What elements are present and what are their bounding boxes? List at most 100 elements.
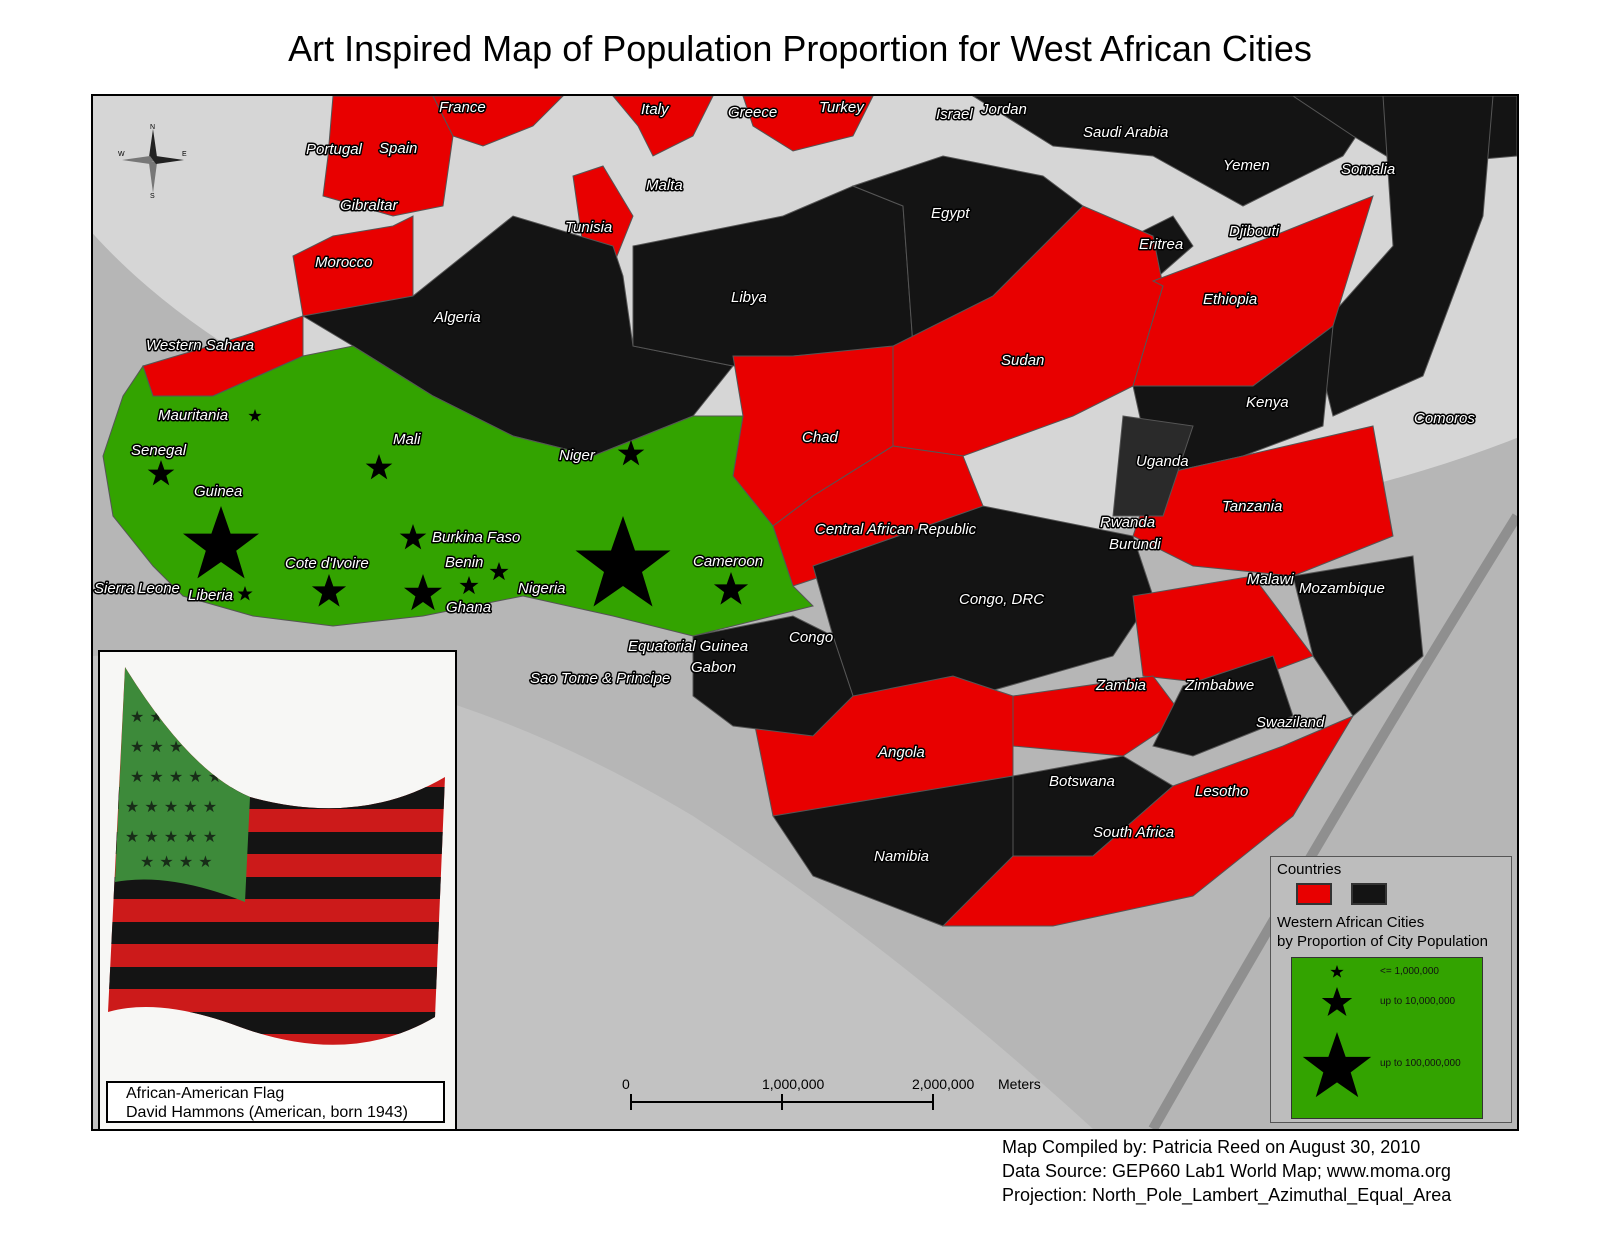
label-jordan: Jordan: [980, 101, 1027, 118]
label-zambia: Zambia: [1095, 677, 1146, 694]
label-gibraltar: Gibraltar: [340, 197, 399, 214]
label-burkina-faso: Burkina Faso: [432, 529, 520, 546]
country-greece: [742, 96, 874, 152]
city-star: [713, 572, 749, 605]
label-zimbabwe: Zimbabwe: [1184, 677, 1254, 694]
flag-inset: ★ ★ ★ ★ ★ ★ ★ ★ ★ ★ ★ ★ ★ ★ ★ ★ ★ ★ ★ ★ …: [98, 650, 457, 1131]
compass-w: W: [118, 151, 125, 158]
label-kenya: Kenya: [1246, 394, 1289, 411]
label-italy: Italy: [641, 101, 670, 118]
north-arrow-icon: N S W E: [118, 124, 187, 198]
label-central-african-republic: Central African Republic: [815, 521, 977, 538]
label-algeria: Algeria: [433, 309, 481, 326]
scale-unit: Meters: [998, 1076, 1041, 1092]
label-nigeria: Nigeria: [518, 580, 566, 597]
svg-text:★ ★ ★ ★: ★ ★ ★ ★: [130, 737, 203, 756]
label-somalia: Somalia: [1341, 161, 1395, 178]
label-chad: Chad: [802, 429, 839, 446]
label-mauritania: Mauritania: [158, 407, 228, 424]
label-south-africa: South Africa: [1093, 824, 1174, 841]
credits-projection: Projection: North_Pole_Lambert_Azimuthal…: [1002, 1185, 1452, 1205]
legend-star-small: [1330, 965, 1344, 978]
label-spain: Spain: [379, 140, 417, 157]
african-american-flag-image: ★ ★ ★ ★ ★ ★ ★ ★ ★ ★ ★ ★ ★ ★ ★ ★ ★ ★ ★ ★ …: [108, 667, 445, 1045]
label-rwanda: Rwanda: [1100, 514, 1155, 531]
label-namibia: Namibia: [874, 848, 929, 865]
city-star: [365, 454, 393, 480]
flag-caption: African-American Flag David Hammons (Ame…: [106, 1081, 445, 1123]
legend-class-large: up to 100,000,000: [1380, 1058, 1461, 1069]
graticule-curve: [1148, 513, 1517, 1129]
label-israel: Israel: [936, 106, 973, 123]
label-equatorial-guinea: Equatorial Guinea: [628, 638, 748, 655]
country-south-africa: [941, 714, 1355, 927]
legend-header: Countries: [1277, 861, 1342, 878]
country-sudan: [892, 205, 1164, 457]
label-yemen: Yemen: [1223, 157, 1270, 174]
scale-tick-0: 0: [622, 1076, 630, 1092]
label-congo: Congo: [789, 629, 833, 646]
map-credits: Map Compiled by: Patricia Reed on August…: [1002, 1135, 1451, 1207]
legend-star-medium: [1321, 987, 1353, 1016]
svg-text:★ ★ ★ ★: ★ ★ ★ ★: [140, 852, 213, 871]
label-benin: Benin: [445, 554, 483, 571]
country-somalia: [1312, 96, 1494, 417]
label-sudan: Sudan: [1001, 352, 1044, 369]
map-frame: France Italy Greece Turkey Israel Jordan…: [91, 94, 1519, 1131]
flag-caption-artist: David Hammons (American, born 1943): [126, 1104, 408, 1121]
label-uganda: Uganda: [1136, 453, 1189, 470]
map-legend: Countries Western African Cities by Prop…: [1270, 856, 1512, 1123]
label-greece: Greece: [728, 104, 777, 121]
label-portugal: Portugal: [306, 141, 363, 158]
country-malawi: [1132, 575, 1314, 687]
credits-compiled-by: Map Compiled by: Patricia Reed on August…: [1002, 1137, 1421, 1157]
legend-class-medium: up to 10,000,000: [1380, 996, 1456, 1007]
scale-line: [630, 1094, 934, 1110]
label-tunisia: Tunisia: [565, 219, 612, 236]
city-star: [147, 460, 175, 486]
compass-s: S: [150, 193, 155, 198]
label-sierra-leone: Sierra Leone: [94, 580, 180, 597]
label-ghana: Ghana: [446, 599, 491, 616]
label-djibouti: Djibouti: [1229, 223, 1280, 240]
credits-data-source: Data Source: GEP660 Lab1 World Map; www.…: [1002, 1161, 1451, 1181]
country-central-african-republic: [772, 445, 984, 587]
label-tanzania: Tanzania: [1222, 498, 1282, 515]
country-saudi-arabia: [972, 96, 1384, 207]
label-burundi: Burundi: [1109, 536, 1161, 553]
label-comoros: Comoros: [1414, 410, 1475, 427]
label-congo-drc: Congo, DRC: [959, 591, 1044, 608]
scale-tick-2: 2,000,000: [912, 1076, 975, 1092]
label-cameroon: Cameroon: [693, 553, 763, 570]
map-title: Art Inspired Map of Population Proportio…: [288, 28, 1312, 69]
city-star: [237, 586, 253, 601]
city-symbols: [147, 409, 749, 611]
legend-subtitle: Western African Cities by Proportion of …: [1277, 913, 1488, 951]
city-star: [459, 576, 479, 595]
legend-swatch-red: [1296, 883, 1332, 905]
label-mozambique: Mozambique: [1299, 580, 1385, 597]
label-malawi: Malawi: [1247, 571, 1294, 588]
label-morocco: Morocco: [315, 254, 373, 271]
city-star: [575, 516, 671, 607]
label-liberia: Liberia: [188, 587, 233, 604]
label-france: France: [439, 99, 486, 116]
label-gabon: Gabon: [691, 659, 736, 676]
city-star: [404, 574, 442, 611]
country-italy: [612, 96, 714, 157]
legend-subtitle-line1: Western African Cities: [1277, 914, 1425, 931]
label-western-sahara: Western Sahara: [146, 337, 254, 354]
svg-text:★ ★ ★ ★ ★: ★ ★ ★ ★ ★: [125, 797, 217, 816]
label-eritrea: Eritrea: [1139, 236, 1183, 253]
country-france: [432, 96, 564, 147]
svg-text:★ ★ ★ ★ ★: ★ ★ ★ ★ ★: [125, 827, 217, 846]
label-mali: Mali: [393, 431, 421, 448]
city-star: [248, 409, 262, 422]
scale-tick-1: 1,000,000: [762, 1076, 825, 1092]
country-mozambique: [1292, 555, 1424, 717]
country-tanzania: [1132, 425, 1394, 577]
legend-swatch-black: [1351, 883, 1387, 905]
legend-subtitle-line2: by Proportion of City Population: [1277, 933, 1488, 950]
flag-caption-title: African-American Flag: [126, 1085, 285, 1102]
label-lesotho: Lesotho: [1195, 783, 1248, 800]
